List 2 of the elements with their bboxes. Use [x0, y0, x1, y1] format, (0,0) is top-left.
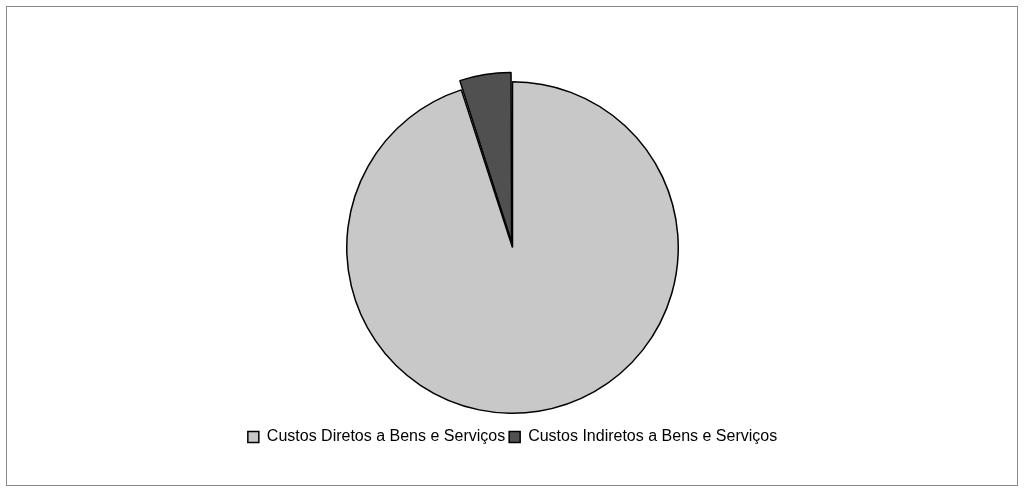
legend-label: Custos Diretos a Bens e Serviços [266, 427, 506, 445]
legend-label: Custos Indiretos a Bens e Serviços [528, 427, 778, 445]
